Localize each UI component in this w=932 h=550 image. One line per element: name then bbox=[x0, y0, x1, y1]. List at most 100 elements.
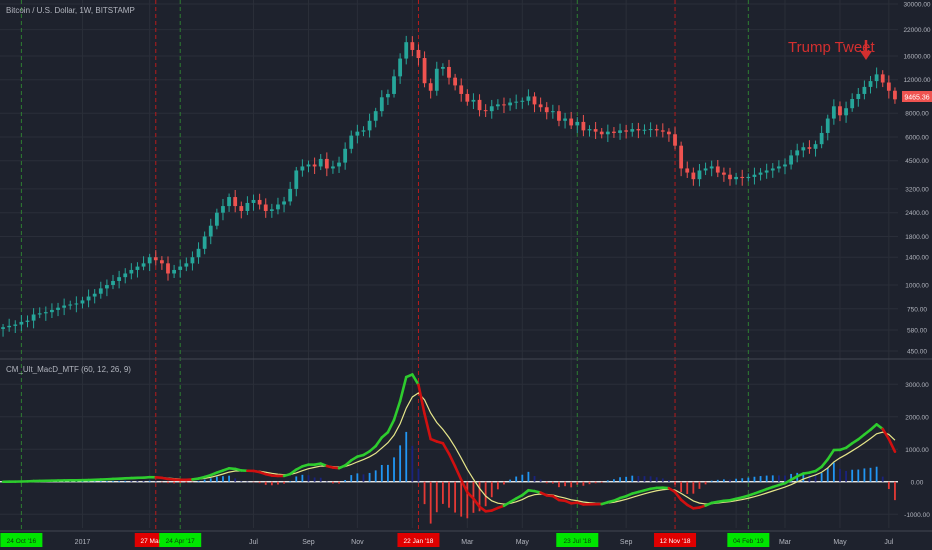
candle-body bbox=[825, 118, 830, 133]
histogram-bar bbox=[558, 481, 560, 488]
histogram-bar bbox=[258, 481, 261, 484]
macd-line-segment bbox=[374, 436, 384, 448]
candle-body bbox=[544, 107, 549, 113]
candle-body bbox=[520, 100, 525, 102]
histogram-bar bbox=[790, 473, 792, 482]
event-badge bbox=[0, 533, 43, 547]
histogram-bar bbox=[270, 481, 273, 486]
histogram-bar bbox=[637, 475, 640, 482]
candle-body bbox=[282, 201, 286, 205]
histogram-bar bbox=[729, 479, 731, 482]
macd-line-segment bbox=[343, 459, 353, 467]
price-tick-label: 2400.00 bbox=[905, 210, 929, 217]
histogram-bar bbox=[380, 464, 383, 482]
candle-body bbox=[86, 296, 91, 301]
candle-body bbox=[783, 164, 787, 167]
candle-body bbox=[557, 111, 561, 121]
histogram-bar bbox=[209, 478, 212, 482]
histogram-bar bbox=[875, 466, 878, 482]
histogram-bar bbox=[405, 431, 408, 482]
candle-body bbox=[129, 269, 134, 274]
last-price-text: 9465.36 bbox=[904, 95, 929, 102]
candle-body bbox=[685, 168, 690, 173]
candlestick-series bbox=[1, 35, 897, 337]
histogram-bar bbox=[588, 481, 591, 485]
histogram-bar bbox=[203, 479, 206, 482]
histogram-bar bbox=[81, 481, 84, 482]
candle-body bbox=[874, 74, 879, 82]
histogram-bar bbox=[191, 481, 194, 483]
candle-body bbox=[80, 300, 85, 304]
candle-body bbox=[56, 307, 60, 310]
histogram-bar bbox=[680, 481, 683, 493]
candle-body bbox=[233, 197, 238, 207]
macd-line-segment bbox=[417, 383, 426, 416]
histogram-bar bbox=[496, 481, 499, 490]
time-axis-label: Nov bbox=[351, 539, 364, 546]
candle-body bbox=[526, 96, 531, 101]
candle-body bbox=[166, 263, 170, 274]
histogram-bar bbox=[344, 480, 347, 482]
candle-body bbox=[838, 106, 842, 116]
candle-body bbox=[251, 199, 256, 203]
candle-body bbox=[440, 66, 445, 69]
candle-body bbox=[587, 129, 592, 131]
histogram-bar bbox=[735, 478, 738, 482]
candle-body bbox=[563, 118, 567, 121]
candle-body bbox=[7, 325, 12, 328]
candle-body bbox=[43, 312, 48, 314]
histogram-bar bbox=[490, 481, 493, 498]
histogram-bar bbox=[674, 481, 676, 485]
histogram-bar bbox=[87, 481, 90, 482]
price-tick-label: 1000.00 bbox=[905, 283, 929, 290]
macd-line-segment bbox=[472, 497, 481, 509]
histogram-bar bbox=[460, 481, 463, 517]
histogram-bar bbox=[136, 480, 139, 482]
event-badge bbox=[654, 533, 697, 547]
histogram-bar bbox=[325, 481, 328, 483]
histogram-bar bbox=[515, 476, 518, 482]
histogram-bar bbox=[118, 480, 121, 482]
macd-line-segment bbox=[673, 490, 683, 502]
candle-body bbox=[764, 170, 769, 173]
candle-body bbox=[691, 172, 696, 180]
price-tick-label: 6000.00 bbox=[905, 134, 929, 141]
candle-body bbox=[831, 106, 836, 119]
histogram-bar bbox=[362, 474, 365, 482]
candle-body bbox=[605, 131, 610, 135]
event-badge-label: 23 Jul '18 bbox=[563, 538, 591, 545]
candle-body bbox=[893, 90, 897, 100]
macd-line-segment bbox=[386, 418, 396, 434]
candle-body bbox=[886, 82, 891, 91]
candle-body bbox=[398, 58, 403, 77]
candle-body bbox=[239, 206, 244, 211]
candle-body bbox=[862, 86, 867, 94]
candle-body bbox=[312, 164, 317, 167]
candle-body bbox=[434, 68, 439, 91]
histogram-bar bbox=[142, 480, 145, 482]
macd-line-segment bbox=[441, 441, 451, 456]
candle-body bbox=[263, 204, 268, 211]
candle-body bbox=[709, 166, 714, 169]
histogram-bar bbox=[179, 481, 182, 484]
histogram-bar bbox=[661, 478, 664, 482]
candle-body bbox=[428, 83, 433, 91]
candle-body bbox=[208, 225, 213, 237]
event-badge-label: 22 Jan '18 bbox=[404, 538, 434, 545]
candle-body bbox=[379, 97, 384, 112]
histogram-bar bbox=[759, 476, 762, 482]
time-axis-label: Mar bbox=[461, 539, 474, 546]
candle-body bbox=[331, 166, 335, 169]
candle-body bbox=[202, 236, 207, 249]
histogram-bar bbox=[826, 467, 829, 482]
candle-body bbox=[105, 285, 109, 289]
candle-body bbox=[654, 129, 659, 131]
histogram-bar bbox=[668, 480, 670, 482]
candle-body bbox=[447, 66, 451, 78]
histogram-bar bbox=[75, 481, 78, 482]
candle-body bbox=[844, 108, 848, 116]
histogram-bar bbox=[722, 479, 725, 482]
histogram-bar bbox=[869, 467, 872, 482]
histogram-bar bbox=[845, 470, 847, 482]
